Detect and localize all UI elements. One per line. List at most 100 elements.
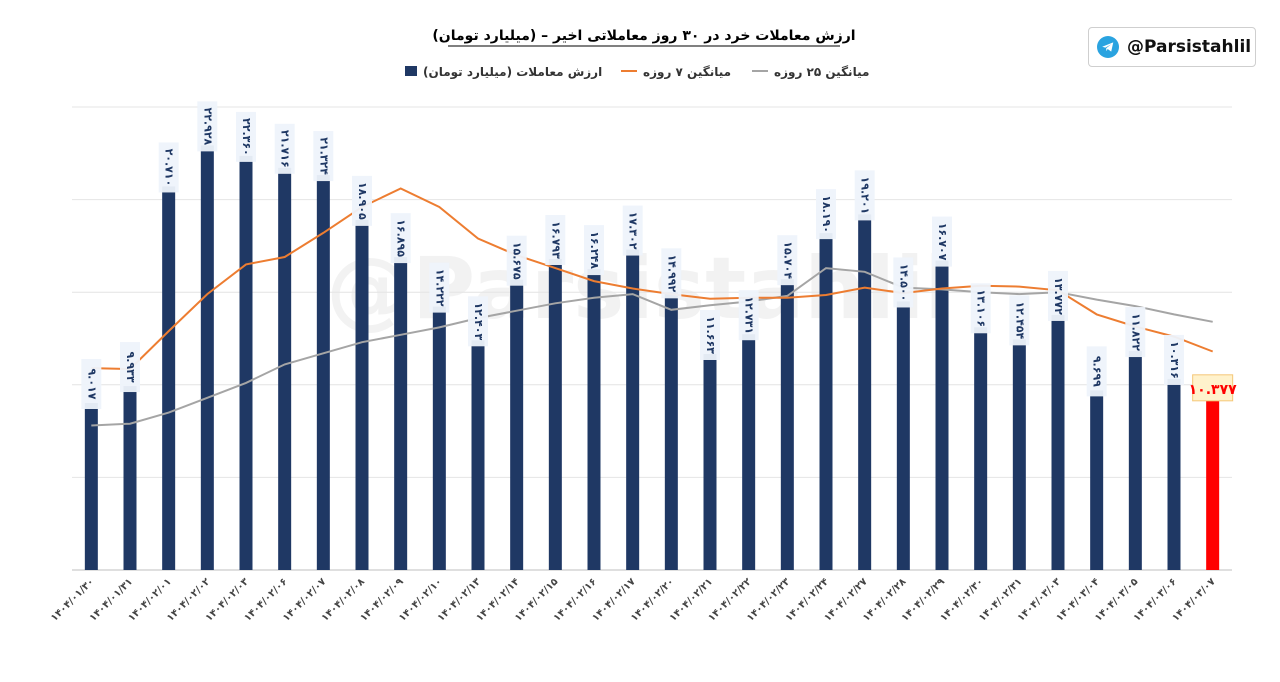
value-label-box: [120, 342, 140, 393]
value-label-latest-text: ۱۰.۳۷۷: [1189, 382, 1237, 398]
value-label: ۱۶.۷۰۷: [932, 216, 952, 267]
value-label-box: [468, 296, 488, 347]
value-label: ۱۱.۸۲۲: [1125, 307, 1146, 358]
value-label: ۱۷.۳۰۲: [622, 205, 643, 256]
legend-swatch-bars: [405, 66, 417, 76]
value-label: ۲۲.۳۶۰: [236, 111, 256, 162]
value-label-box: [777, 235, 798, 286]
bar: [1167, 378, 1181, 570]
value-label-box: [429, 262, 450, 313]
value-label-text: ۹.۹۳۳: [124, 352, 137, 383]
bar: [703, 354, 717, 570]
bar: [471, 340, 485, 570]
value-label-box: [584, 225, 604, 276]
value-label-text: ۱۱.۶۶۳: [704, 316, 717, 354]
value-label: ۱۹.۲۰۱: [854, 170, 875, 221]
value-label-box: [1086, 346, 1107, 397]
value-label-text: ۱۴.۵۰۰: [897, 264, 910, 302]
value-labels: ۹.۰۱۷ ۹.۹۳۳ ۲۰.۷۱۰ ۲۲.۹۲۸ ۲۲.۳۶۰ ۲۱.۷۱۶ ۲۱.۳۲۴…: [81, 101, 1237, 410]
value-label: ۱۴.۹۹۲: [661, 248, 682, 299]
value-label: ۱۲.۴۰۳: [468, 296, 488, 347]
value-label-box: [274, 123, 295, 174]
bar: [626, 249, 640, 570]
value-label: ۲۲.۹۲۸: [197, 101, 218, 152]
value-label-box: [1048, 270, 1068, 321]
value-label-box: [81, 359, 102, 410]
legend-label-ma25: میانگین ۲۵ روزه: [774, 65, 869, 80]
bar: [239, 155, 253, 570]
value-label: ۱۳.۷۷۲: [1048, 270, 1068, 321]
legend-label-bars: ارزش معاملات (میلیارد تومان): [423, 65, 602, 80]
bar: [510, 279, 524, 570]
value-label-text: ۱۵.۷۰۴: [781, 241, 794, 279]
value-label-box: [970, 283, 991, 334]
value-label: ۱۴.۲۲۲: [429, 262, 450, 313]
value-label-text: ۲۰.۷۱۰: [163, 149, 176, 187]
bar: [819, 233, 833, 570]
channel-handle: @Parsistahlil: [1127, 37, 1252, 57]
value-label-box: [854, 170, 875, 221]
value-label: ۱۶.۲۴۸: [584, 225, 604, 276]
value-label: ۱۲.۴۵۴: [1009, 295, 1030, 346]
chart-title: ارزش معاملات خرد در ۳۰ روز معاملاتی اخیر…: [432, 28, 855, 44]
value-label: ۱۶.۸۹۵: [390, 213, 411, 264]
value-label: ۱۸.۱۹۰: [816, 189, 836, 240]
bar: [935, 260, 949, 570]
bar: [432, 306, 446, 570]
line-ma25: [91, 267, 1213, 427]
bar: [1012, 339, 1026, 570]
value-label-text: ۱۷.۳۰۲: [627, 212, 640, 250]
legend-label-ma7: میانگین ۷ روزه: [643, 65, 731, 80]
value-label: ۱۲.۷۳۱: [738, 290, 759, 341]
value-label-box: [352, 175, 372, 226]
value-label-text: ۲۲.۹۲۸: [201, 107, 214, 145]
chart-legend: ارزش معاملات (میلیارد تومان) میانگین ۷ رو…: [405, 65, 869, 80]
value-label-box: [1125, 307, 1146, 358]
value-label-text: ۱۶.۸۹۵: [395, 219, 408, 257]
bar: [123, 386, 137, 570]
value-label-box: [1164, 334, 1184, 385]
value-label: ۱۶.۷۹۳: [545, 214, 566, 265]
value-label: ۱۳.۱۰۶: [970, 283, 991, 334]
bar: [316, 175, 330, 570]
value-label-text: ۱۲.۴۵۴: [1013, 301, 1026, 339]
value-label-latest-box: [1192, 374, 1234, 402]
telegram-icon: [1097, 36, 1119, 58]
value-label-text: ۱۴.۹۹۲: [665, 254, 678, 292]
value-label-text: ۱۸.۱۹۰: [820, 195, 833, 233]
bar: [162, 186, 176, 570]
bar: [355, 219, 369, 570]
value-label-text: ۱۶.۲۴۸: [588, 231, 601, 269]
value-label-text: ۱۹.۲۰۱: [859, 177, 872, 215]
bar: [742, 334, 756, 570]
bar-latest: [1206, 377, 1220, 570]
value-label-text: ۱۲.۴۰۳: [472, 302, 485, 340]
value-label: ۲۱.۳۲۴: [313, 131, 334, 182]
value-label-text: ۱۵.۶۷۵: [511, 242, 524, 280]
bar: [780, 279, 794, 570]
value-label-box: [661, 248, 682, 299]
channel-handle-badge[interactable]: @Parsistahlil: [1088, 27, 1256, 67]
bar: [200, 145, 214, 570]
bar: [548, 258, 562, 570]
bar: [394, 257, 408, 570]
value-label: ۹.۹۳۳: [120, 342, 140, 393]
value-label-text: ۱۴.۲۲۲: [433, 269, 446, 307]
value-label-text: ۹.۶۹۹: [1091, 356, 1104, 387]
line-series: [91, 187, 1214, 427]
value-label-box: [932, 216, 952, 267]
value-label: ۹.۰۱۷: [81, 359, 102, 410]
value-label-text: ۱۱.۸۲۲: [1129, 313, 1142, 351]
value-label-text: ۱۸.۹۰۵: [356, 182, 369, 220]
value-label-box: [313, 131, 334, 182]
value-label: ۱۵.۷۰۴: [777, 235, 798, 286]
value-label-text: ۱۶.۷۰۷: [936, 223, 949, 261]
value-label-box: [700, 310, 720, 361]
value-label-text: ۲۲.۳۶۰: [240, 118, 253, 156]
value-label-box: [158, 142, 179, 193]
x-axis-labels: ۱۴۰۴/۰۱/۳۰۱۴۰۴/۰۱/۳۱۱۴۰۴/۰۲/۰۱۱۴۰۴/۰۲/۰۲…: [49, 576, 1218, 623]
value-label: ۱۱.۶۶۳: [700, 310, 720, 361]
value-label-box: [893, 257, 914, 308]
bar-series: [84, 145, 1220, 571]
